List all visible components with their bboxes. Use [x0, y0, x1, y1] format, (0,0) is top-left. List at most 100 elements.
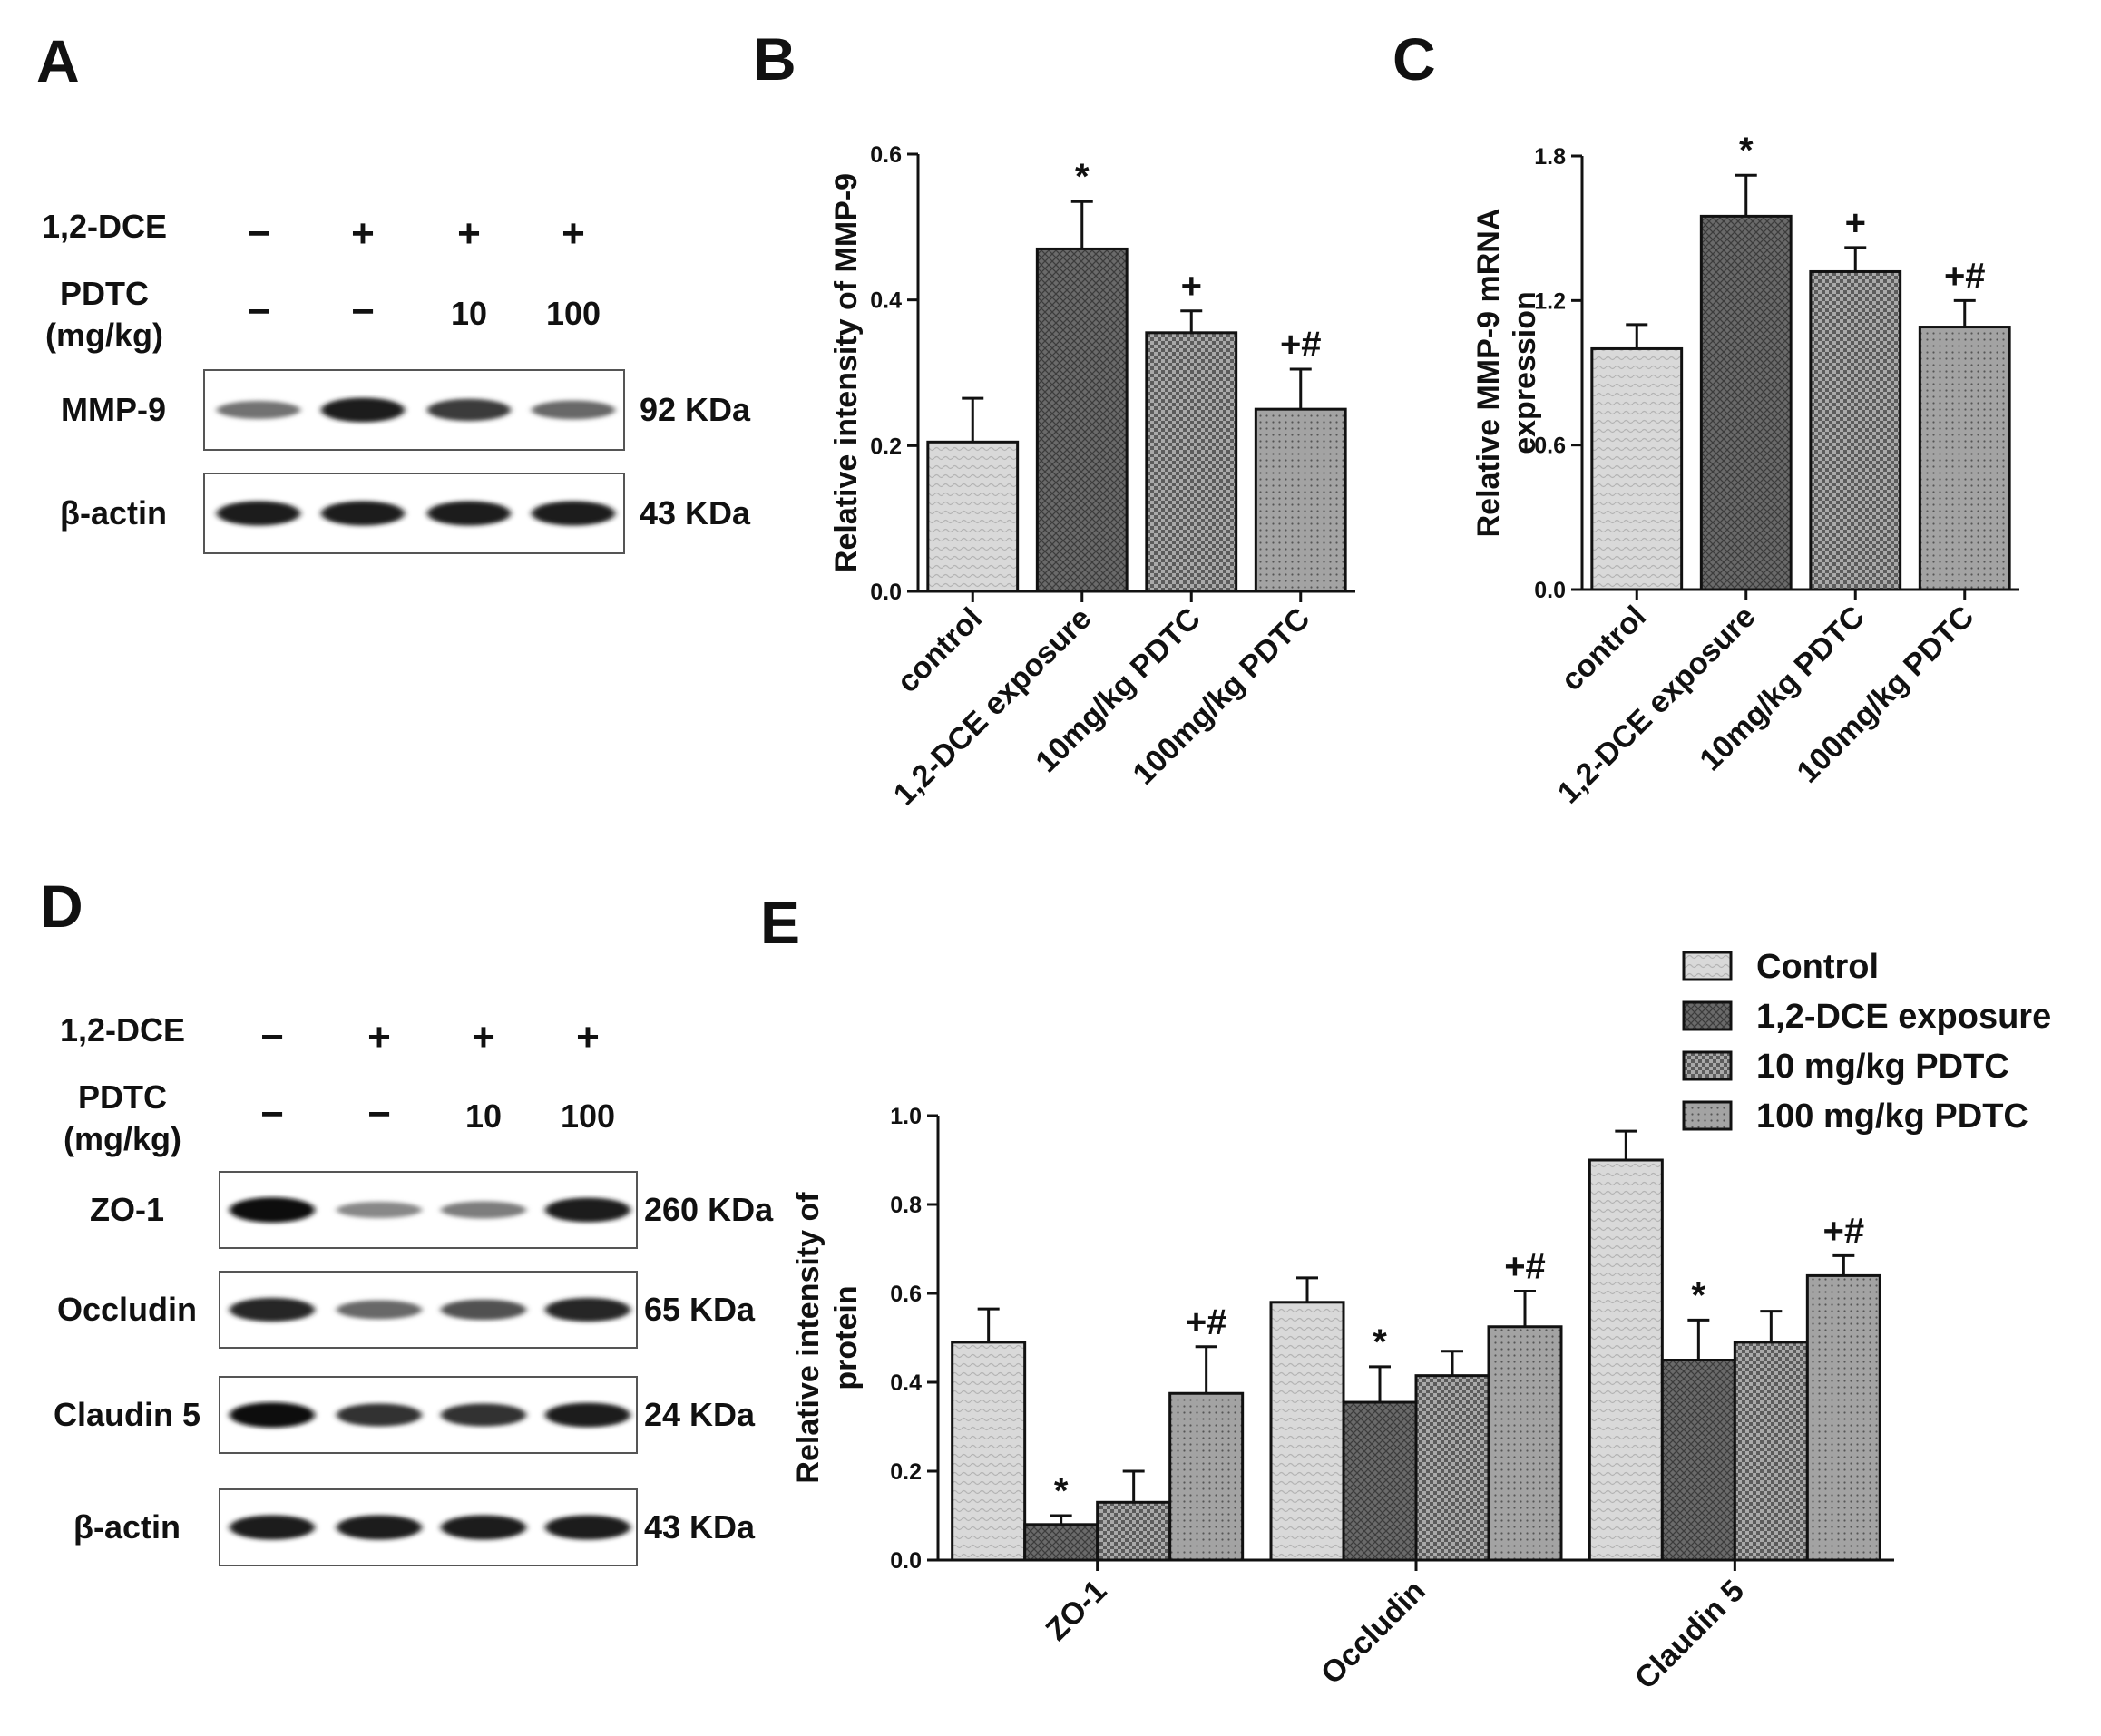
blot-band	[532, 501, 615, 526]
blot-protein-label: ZO-1	[90, 1191, 164, 1228]
y-tick-label: 0.6	[870, 142, 902, 168]
treatment-value: 100	[546, 295, 601, 332]
x-category-label: 1,2-DCE exposure	[887, 601, 1099, 813]
y-tick-label: 0.0	[870, 580, 902, 605]
treatment-value: +	[367, 1015, 391, 1059]
blot-size-label: 92 KDa	[640, 391, 751, 428]
blot-size-label: 260 KDa	[644, 1191, 774, 1228]
bar	[1590, 346, 1684, 591]
blot-band	[427, 501, 511, 526]
y-tick-label: 0.8	[890, 1193, 922, 1218]
blot-band	[337, 1515, 422, 1540]
treatment-value: −	[260, 1092, 284, 1136]
bar	[1023, 1523, 1099, 1562]
blot-protein-label: Claudin 5	[54, 1396, 200, 1433]
panel-c: C 0.0 0.6 1.2 1.8 Relative MMP-9 mRNA express…	[1393, 25, 2019, 810]
treatment-label: 1,2-DCE	[60, 1011, 185, 1048]
legend-swatch	[1682, 1000, 1733, 1031]
y-tick-label: 1.8	[1534, 144, 1566, 170]
x-category-label: ZO-1	[1040, 1574, 1114, 1648]
blot-band	[230, 1197, 315, 1223]
blot-strip: Claudin 5 24 KDa	[54, 1376, 756, 1454]
legend-label: 10 mg/kg PDTC	[1756, 1048, 2009, 1086]
x-category-label: Occludin	[1314, 1574, 1432, 1692]
bar	[1145, 331, 1238, 593]
treatment-value: −	[247, 289, 270, 334]
blot-strip: ZO-1 260 KDa	[90, 1171, 774, 1249]
western-blots-d: ZO-1 260 KDa Occludin 65 KDa Claudin 5 24 KDa…	[54, 1171, 774, 1566]
blot-band	[321, 501, 405, 526]
treatment-value: +	[472, 1015, 495, 1059]
bar	[926, 440, 1020, 593]
bar	[1660, 1359, 1736, 1562]
blot-band	[441, 1201, 526, 1219]
bar	[1269, 1301, 1345, 1562]
bar	[1342, 1400, 1418, 1562]
treatment-unit: (mg/kg)	[45, 317, 163, 354]
blot-band	[230, 1402, 315, 1428]
blot-protein-label: β-actin	[60, 494, 167, 532]
y-tick-label: 0.6	[890, 1282, 922, 1307]
treatment-label: 1,2-DCE	[42, 208, 167, 245]
blot-band	[217, 401, 300, 419]
bar	[951, 1341, 1027, 1562]
treatment-table-a: 1,2-DCE − + + + PDTC (mg/kg) − − 10 100	[42, 208, 601, 354]
bar	[1254, 407, 1347, 593]
blot-strip: Occludin 65 KDa	[57, 1271, 756, 1349]
bar	[1809, 269, 1902, 591]
bar	[1733, 1341, 1809, 1562]
blot-band	[321, 397, 405, 423]
y-tick-label: 0.2	[890, 1459, 922, 1485]
blot-band	[441, 1299, 526, 1321]
y-tick-label: 0.2	[870, 434, 902, 459]
y-axis-title: Relative intensity of MMP-9	[829, 173, 864, 572]
treatment-value: −	[351, 289, 375, 334]
blot-strip: β-actin 43 KDa	[73, 1488, 756, 1566]
y-tick-label: 0.6	[1534, 434, 1566, 459]
blot-protein-label: Occludin	[57, 1291, 197, 1328]
western-blots-a: MMP-9 92 KDa β-actin 43 KDa	[60, 369, 751, 554]
bar	[1414, 1374, 1490, 1562]
panel-e: E 0.0 0.2 0.4 0.6 0.8 1.0 Relative intensity o…	[760, 889, 2051, 1696]
legend-label: 1,2-DCE exposure	[1756, 998, 2051, 1036]
blot-strip: MMP-9 92 KDa	[61, 369, 751, 451]
panel-a: A 1,2-DCE − + + + PDTC (mg/kg) − − 10 100 MMP-9 92 …	[36, 27, 751, 554]
blot-strip: β-actin 43 KDa	[60, 473, 751, 554]
significance-mark: +#	[1186, 1302, 1227, 1342]
significance-mark: *	[1373, 1322, 1387, 1362]
significance-mark: *	[1739, 131, 1754, 171]
y-tick-label: 1.2	[1534, 288, 1566, 314]
treatment-value: +	[562, 211, 585, 256]
treatment-value: 10	[451, 295, 487, 332]
significance-mark: *	[1054, 1471, 1069, 1511]
treatment-value: +	[351, 211, 375, 256]
significance-mark: +#	[1280, 325, 1322, 365]
bar	[1487, 1325, 1563, 1562]
treatment-value: −	[260, 1015, 284, 1059]
bar	[1805, 1273, 1881, 1562]
treatment-label: PDTC	[78, 1078, 167, 1116]
blot-band	[337, 1201, 422, 1219]
blot-protein-label: β-actin	[73, 1508, 181, 1546]
blot-size-label: 24 KDa	[644, 1396, 756, 1433]
significance-mark: +#	[1504, 1247, 1546, 1287]
bar	[1588, 1158, 1664, 1562]
y-axis-title: Relative MMP-9 mRNA	[1471, 209, 1506, 538]
treatment-value: −	[247, 211, 270, 256]
bar	[1168, 1391, 1245, 1562]
legend-e: Control 1,2-DCE exposure 10 mg/kg PDTC 100 …	[1682, 948, 2051, 1136]
y-axis-title-line2: expression	[1508, 291, 1542, 454]
blot-band	[337, 1403, 422, 1427]
legend-swatch	[1682, 1050, 1733, 1081]
panel-letter-e: E	[760, 889, 800, 956]
y-axis-title: Relative intensity of	[791, 1192, 826, 1484]
blot-band	[532, 400, 615, 420]
blot-band	[545, 1402, 630, 1428]
panel-letter-a: A	[36, 27, 80, 94]
y-tick-label: 0.4	[870, 288, 902, 314]
x-category-label: control	[891, 601, 989, 699]
x-category-label: Claudin 5	[1628, 1574, 1751, 1696]
blot-protein-label: MMP-9	[61, 391, 166, 428]
